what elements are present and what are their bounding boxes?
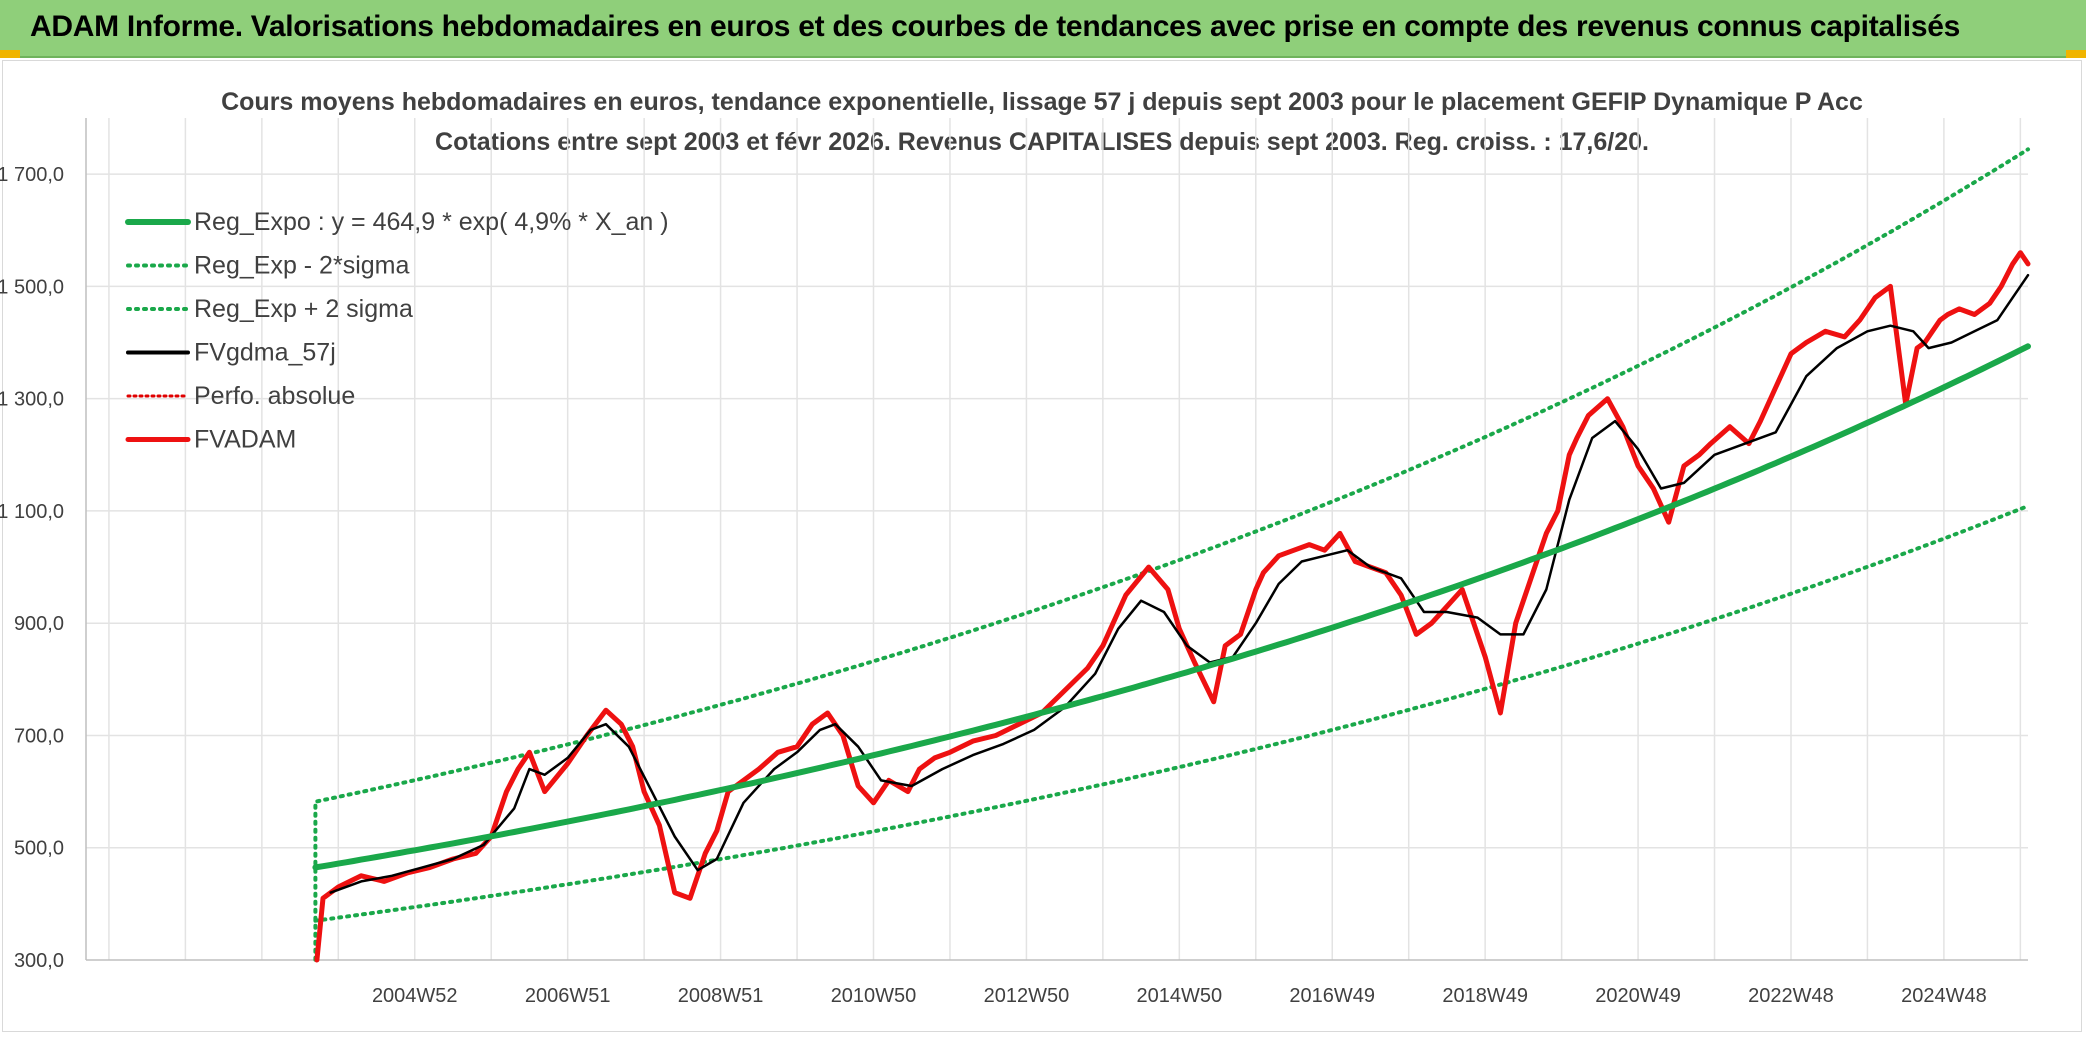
x-tick-label: 2012W50 xyxy=(984,985,1070,1007)
corner-mark-left xyxy=(0,50,20,58)
y-tick-label: 300,0 xyxy=(14,950,64,972)
grid-layer xyxy=(86,118,2028,960)
x-tick-label: 2008W51 xyxy=(678,985,764,1007)
report-banner: ADAM Informe. Valorisations hebdomadaire… xyxy=(0,0,2086,58)
legend-label: FVgdma_57j xyxy=(194,339,336,367)
y-tick-label: 500,0 xyxy=(14,838,64,860)
series-fvgdma-57j xyxy=(329,273,2030,894)
x-tick-label: 2014W50 xyxy=(1137,985,1223,1007)
legend-label: Reg_Exp + 2 sigma xyxy=(194,295,413,323)
y-tick-label: 900,0 xyxy=(14,613,64,635)
series-reg-exp-plus-2sigma xyxy=(313,147,2030,962)
x-tick-label: 2022W48 xyxy=(1748,985,1834,1007)
series-layer xyxy=(312,147,2031,963)
chart-title: Cours moyens hebdomadaires en euros, ten… xyxy=(221,88,1863,116)
legend-label: Perfo. absolue xyxy=(194,382,355,410)
x-tick-label: 2020W49 xyxy=(1595,985,1681,1007)
axis-layer: 300,0 500,0 700,0 900,0 1 100,0 1 300,0 1 500,… xyxy=(0,118,2028,1007)
series-fvadam xyxy=(314,250,2031,963)
x-tick-label: 2016W49 xyxy=(1289,985,1375,1007)
legend-label: Reg_Expo : y = 464,9 * exp( 4,9% * X_an … xyxy=(194,208,669,236)
chart-subtitle: Cotations entre sept 2003 et févr 2026. … xyxy=(435,128,1649,156)
y-tick-label: 1 100,0 xyxy=(0,501,64,523)
corner-mark-right xyxy=(2066,50,2086,58)
x-tick-label: 2010W50 xyxy=(831,985,917,1007)
legend: Reg_Expo : y = 464,9 * exp( 4,9% * X_an … xyxy=(125,208,669,454)
y-tick-label: 1 300,0 xyxy=(0,389,64,411)
x-tick-label: 2004W52 xyxy=(372,985,458,1007)
legend-label: FVADAM xyxy=(194,426,296,454)
legend-label: Reg_Exp - 2*sigma xyxy=(194,252,409,280)
y-tick-label: 700,0 xyxy=(14,725,64,747)
y-tick-label: 1 500,0 xyxy=(0,276,64,298)
series-reg-exp-minus-2sigma xyxy=(313,504,2030,923)
x-tick-label: 2024W48 xyxy=(1901,985,1987,1007)
x-tick-label: 2018W49 xyxy=(1442,985,1528,1007)
y-tick-label: 1 700,0 xyxy=(0,164,64,186)
report-title: ADAM Informe. Valorisations hebdomadaire… xyxy=(30,10,1961,43)
series-reg-expo xyxy=(312,343,2031,871)
x-tick-label: 2006W51 xyxy=(525,985,611,1007)
chart-frame xyxy=(2,60,2082,1032)
